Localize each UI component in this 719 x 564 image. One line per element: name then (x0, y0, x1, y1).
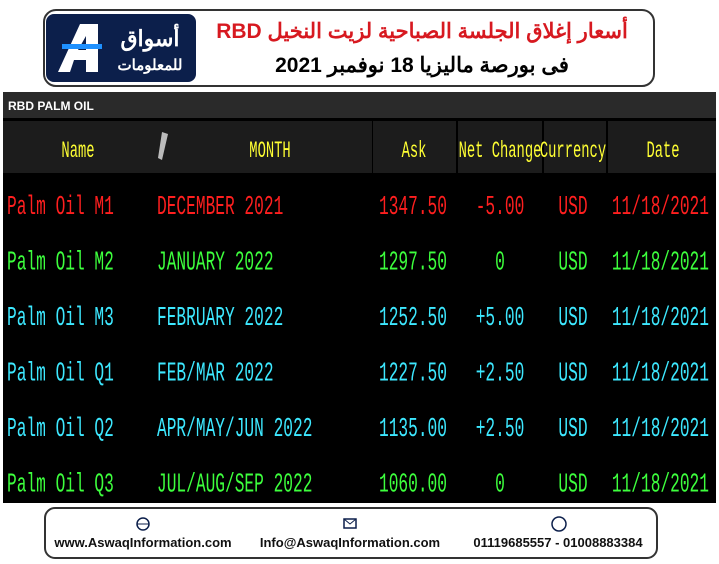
label-bar (3, 92, 716, 118)
phone: 01119685557 - 01008883384 (473, 535, 643, 550)
cell: +2.50 (476, 357, 525, 389)
cell: +5.00 (476, 302, 525, 334)
cell: -5.00 (476, 191, 525, 223)
logo-subtext: للمعلومات (118, 57, 183, 74)
cell: +2.50 (476, 413, 525, 445)
cell: Palm Oil M2 (7, 246, 114, 278)
cell: 0 (495, 468, 505, 500)
phone-icon (551, 516, 567, 532)
cell: USD (558, 302, 587, 334)
cell: USD (558, 357, 587, 389)
cell: USD (558, 191, 587, 223)
cell: 1252.50 (379, 302, 447, 334)
column-header: Ask (402, 138, 427, 165)
cell: 11/18/2021 (612, 191, 709, 223)
cell: 1135.00 (379, 413, 447, 445)
header-box (43, 9, 655, 87)
cell: Palm Oil M1 (7, 191, 114, 223)
mail-icon (343, 518, 357, 529)
cell: Palm Oil Q2 (7, 413, 114, 445)
header-row (3, 121, 716, 173)
logo-text: أسواق (120, 23, 179, 52)
footer-box (44, 507, 658, 559)
cell: 1227.50 (379, 357, 447, 389)
cell: Palm Oil Q3 (7, 468, 114, 500)
cell: 11/18/2021 (612, 246, 709, 278)
cell: 0 (495, 246, 505, 278)
mail-icon-flap (343, 518, 357, 525)
email: Info@AswaqInformation.com (260, 535, 440, 550)
cell: JANUARY 2022 (157, 246, 274, 278)
title: أسعار إغلاق الجلسة الصباحية لزيت النخيل … (216, 16, 628, 44)
table-label: RBD PALM OIL (8, 99, 94, 113)
cell: Palm Oil M3 (7, 302, 114, 334)
column-header: Net Change (459, 138, 542, 165)
website: www.AswaqInformation.com (53, 535, 231, 550)
cell: JUL/AUG/SEP 2022 (157, 468, 312, 500)
cell: 1060.00 (379, 468, 447, 500)
cell: 11/18/2021 (612, 302, 709, 334)
column-header: MONTH (249, 138, 290, 165)
cell: 11/18/2021 (612, 468, 709, 500)
cell: APR/MAY/JUN 2022 (157, 413, 312, 445)
cell: FEB/MAR 2022 (157, 357, 274, 389)
header-cell (458, 121, 542, 173)
column-header: Currency (540, 138, 606, 165)
header-cell (544, 121, 606, 173)
cell: DECEMBER 2021 (157, 191, 283, 223)
cell: USD (558, 246, 587, 278)
cell: 11/18/2021 (612, 413, 709, 445)
header-cell (373, 121, 456, 173)
header-cell (608, 121, 716, 173)
column-header: Date (646, 138, 679, 165)
cell: 11/18/2021 (612, 357, 709, 389)
header-cell (152, 121, 372, 173)
cell: USD (558, 468, 587, 500)
cell: 1297.50 (379, 246, 447, 278)
cell: FEBRUARY 2022 (157, 302, 283, 334)
subtitle: فى بورصة ماليزيا 18 نوفمبر 2021 (275, 54, 569, 78)
column-header: Name (61, 138, 94, 165)
cell: Palm Oil Q1 (7, 357, 114, 389)
logo-stripe (62, 44, 102, 49)
cell: USD (558, 413, 587, 445)
pencil-icon (158, 132, 168, 160)
header-cell (3, 121, 153, 173)
cell: 1347.50 (379, 191, 447, 223)
